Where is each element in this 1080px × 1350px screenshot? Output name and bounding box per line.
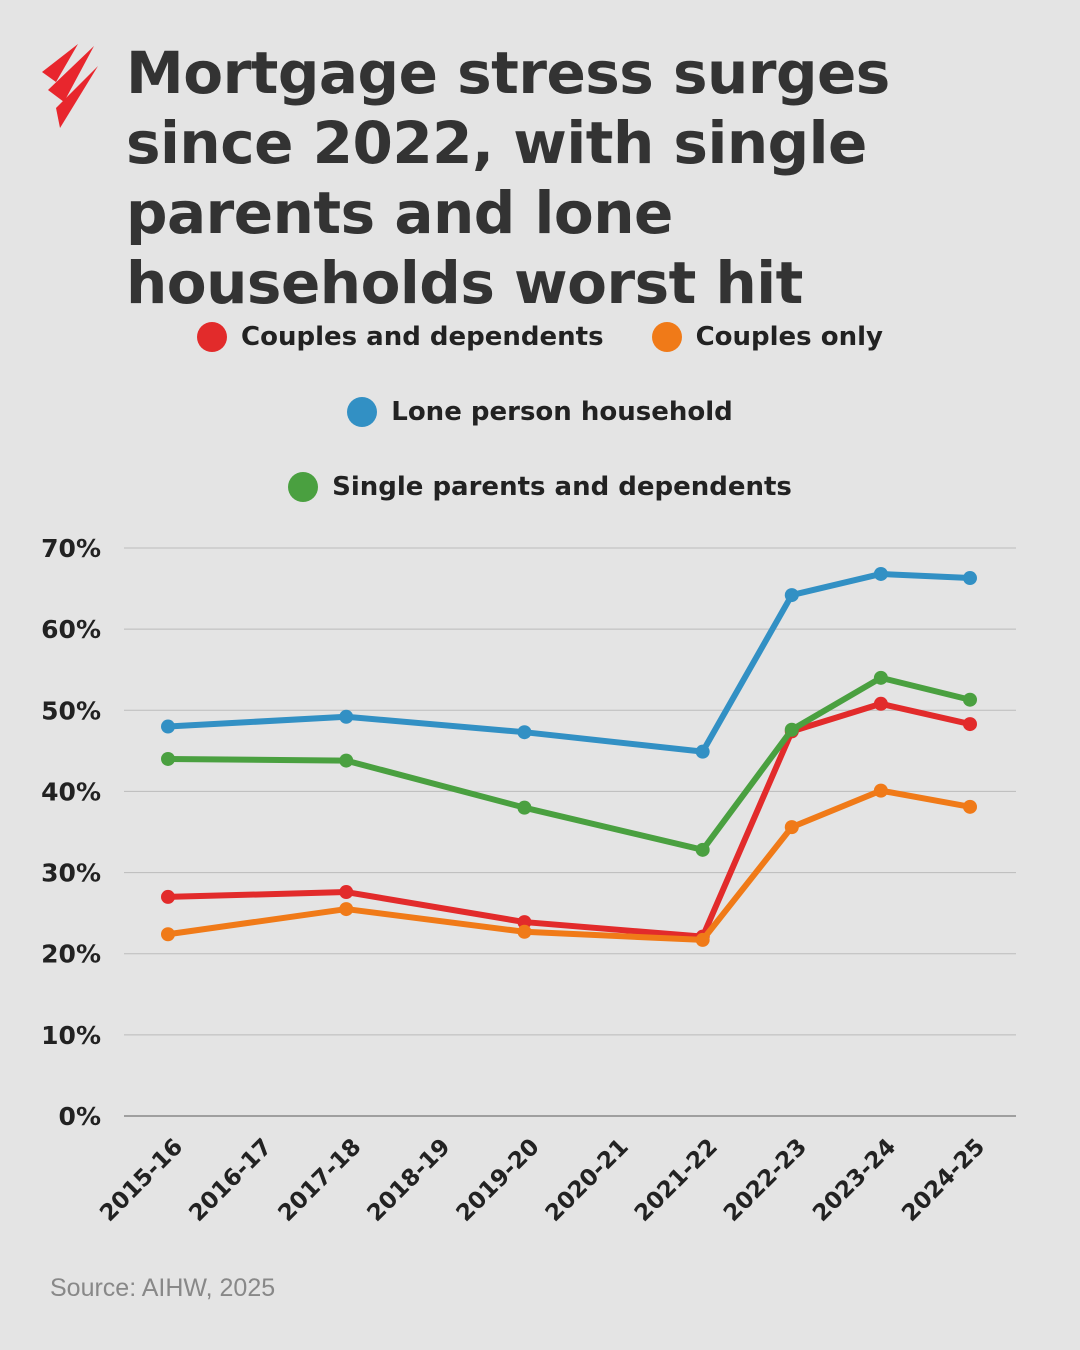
legend-item: Lone person household xyxy=(347,397,733,427)
data-point xyxy=(161,889,175,904)
data-point xyxy=(339,885,354,900)
data-point xyxy=(161,751,175,766)
data-point xyxy=(517,800,532,815)
legend-label: Couples and dependents xyxy=(241,322,604,352)
legend-label: Single parents and dependents xyxy=(332,472,792,502)
legend-label: Lone person household xyxy=(391,397,733,427)
x-tick-label: 2024-25 xyxy=(897,1134,990,1227)
data-point xyxy=(695,932,710,947)
y-tick-label: 0% xyxy=(59,1102,101,1131)
legend-swatch xyxy=(288,472,319,502)
data-point xyxy=(339,709,354,724)
data-point xyxy=(873,783,888,798)
series-line xyxy=(165,570,973,755)
legend-item: Couples only xyxy=(651,322,883,352)
data-point xyxy=(339,753,354,768)
x-tick-label: 2019-20 xyxy=(452,1134,545,1227)
legend-item: Couples and dependents xyxy=(197,322,604,352)
legend-swatch xyxy=(197,322,228,352)
data-point xyxy=(161,927,175,942)
legend-row: Lone person household xyxy=(0,397,1080,427)
data-point xyxy=(161,719,175,734)
x-tick-label: 2016-17 xyxy=(184,1134,277,1227)
data-point xyxy=(517,725,532,740)
y-tick-label: 20% xyxy=(41,940,101,969)
x-tick-label: 2018-19 xyxy=(363,1134,456,1227)
series-line xyxy=(165,674,973,853)
source-note: Source: AIHW, 2025 xyxy=(50,1274,276,1302)
legend-row: Couples and dependents Couples only xyxy=(0,322,1080,352)
data-point xyxy=(695,842,710,857)
data-point xyxy=(873,566,888,581)
chart-title: Mortgage stress surges since 2022, with … xyxy=(126,39,890,317)
data-point xyxy=(517,924,532,939)
data-point xyxy=(517,915,532,930)
data-point xyxy=(963,717,977,732)
y-tick-label: 70% xyxy=(41,534,101,563)
x-tick-label: 2021-22 xyxy=(630,1134,723,1227)
y-tick-label: 60% xyxy=(41,615,101,644)
data-point xyxy=(339,902,354,917)
x-tick-label: 2022-23 xyxy=(719,1134,812,1227)
data-point xyxy=(695,744,710,759)
series-line xyxy=(165,787,973,943)
legend-row: Single parents and dependents xyxy=(0,472,1080,502)
x-tick-label: 2015-16 xyxy=(95,1134,188,1227)
data-point xyxy=(963,692,977,707)
y-tick-label: 10% xyxy=(41,1021,101,1050)
legend-label: Couples only xyxy=(695,322,883,352)
data-point xyxy=(784,588,799,603)
legend-item: Single parents and dependents xyxy=(288,472,792,502)
x-tick-label: 2020-21 xyxy=(541,1134,634,1227)
y-tick-label: 30% xyxy=(41,859,101,888)
y-tick-label: 40% xyxy=(41,777,101,806)
data-point xyxy=(963,799,977,814)
data-point xyxy=(873,696,888,711)
legend-swatch xyxy=(347,397,378,427)
x-tick-label: 2017-18 xyxy=(273,1134,366,1227)
sbs-logo xyxy=(42,44,98,128)
y-tick-label: 50% xyxy=(41,696,101,725)
line-chart: 0%10%20%30%40%50%60%70%2015-162016-17201… xyxy=(41,534,1016,1227)
x-tick-label: 2023-24 xyxy=(808,1134,901,1227)
data-point xyxy=(963,571,977,586)
legend-swatch xyxy=(651,322,682,352)
data-point xyxy=(784,820,799,835)
data-point xyxy=(784,722,799,737)
data-point xyxy=(873,670,888,685)
